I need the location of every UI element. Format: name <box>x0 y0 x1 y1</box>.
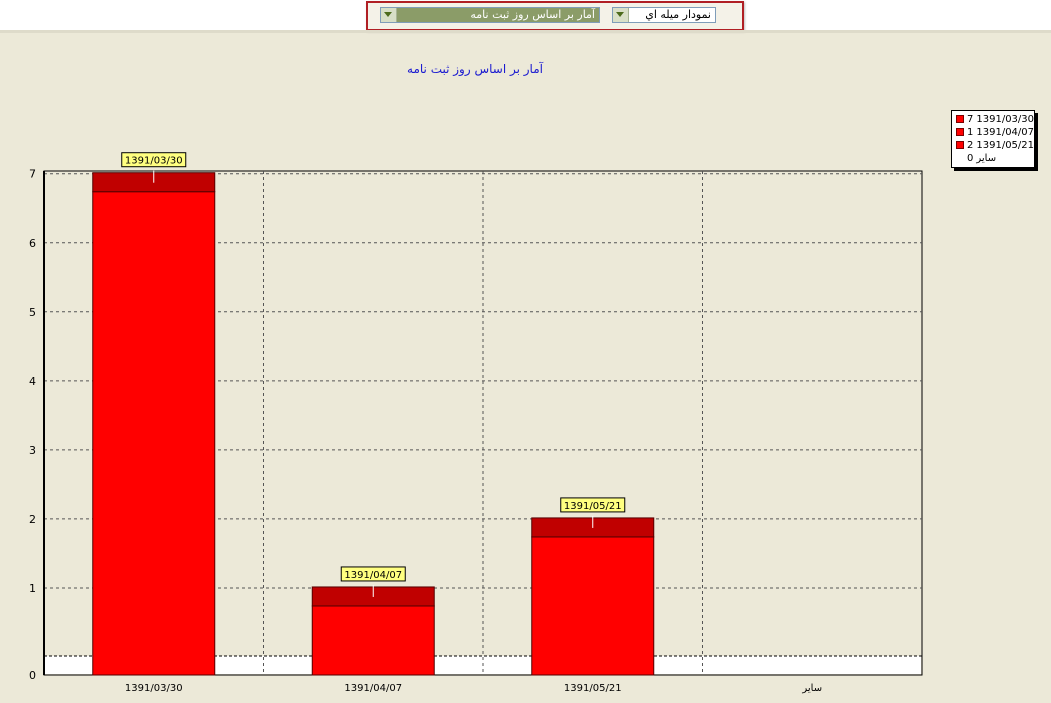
legend-label: 1391/05/21 <box>976 140 1035 151</box>
chevron-down-icon[interactable] <box>613 8 629 22</box>
data-label-box <box>121 152 187 168</box>
statistic-basis-select[interactable]: آمار بر اساس روز ثبت نامه <box>380 7 600 23</box>
x-tick-label: 1391/05/21 <box>564 683 622 694</box>
chevron-down-icon[interactable] <box>381 8 397 22</box>
legend-value: 7 <box>967 114 974 125</box>
x-tick-label: سایر <box>801 683 822 694</box>
y-tick-label: 4 <box>29 375 36 388</box>
y-tick-label: 6 <box>29 237 36 250</box>
legend-value: 1 <box>967 127 974 138</box>
x-tick-label: 1391/03/30 <box>125 683 183 694</box>
data-label: 1391/05/21 <box>564 501 622 512</box>
chart-title: آمار بر اساس روز ثبت نامه <box>407 62 543 76</box>
y-tick-label: 7 <box>29 168 36 181</box>
y-tick-label: 1 <box>29 582 36 595</box>
data-label: 1391/04/07 <box>344 570 402 581</box>
chart-options-panel: آمار بر اساس روز ثبت نامه نمودار ميله اي <box>366 1 744 31</box>
legend-label: 1391/03/30 <box>976 114 1035 125</box>
legend-item: 0 سایر <box>956 152 996 165</box>
top-toolbar: آمار بر اساس روز ثبت نامه نمودار ميله اي <box>0 0 1051 33</box>
data-label: 1391/03/30 <box>125 156 183 167</box>
chart-type-value: نمودار ميله اي <box>645 8 711 21</box>
y-tick-label: 2 <box>29 513 36 526</box>
legend-item: 2 1391/05/21 <box>956 139 1034 152</box>
legend-label: 1391/04/07 <box>976 127 1035 138</box>
y-tick-label: 0 <box>29 669 36 682</box>
bar <box>92 191 216 676</box>
legend-value: 2 <box>967 140 974 151</box>
bar <box>531 536 655 676</box>
bar <box>311 605 435 676</box>
legend-swatch <box>956 154 964 162</box>
y-tick-label: 5 <box>29 306 36 319</box>
data-label-box <box>560 497 626 513</box>
legend-label: سایر <box>976 153 997 164</box>
legend-value: 0 <box>967 153 974 164</box>
legend-swatch <box>956 115 964 123</box>
legend-swatch <box>956 128 964 136</box>
legend-swatch <box>956 141 964 149</box>
chart-legend: 7 1391/03/30 1 1391/04/07 2 1391/05/21 0 سایر <box>951 110 1035 168</box>
legend-item: 1 1391/04/07 <box>956 126 1034 139</box>
x-tick-label: 1391/04/07 <box>344 683 402 694</box>
y-tick-label: 3 <box>29 444 36 457</box>
data-label-box <box>340 566 406 582</box>
legend-item: 7 1391/03/30 <box>956 113 1034 126</box>
chart-type-select[interactable]: نمودار ميله اي <box>612 7 716 23</box>
statistic-basis-value: آمار بر اساس روز ثبت نامه <box>470 8 595 21</box>
